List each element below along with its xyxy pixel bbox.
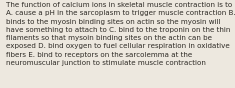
Text: The function of calcium ions in skeletal muscle contraction is to
A. cause a pH : The function of calcium ions in skeletal… [6, 2, 235, 66]
